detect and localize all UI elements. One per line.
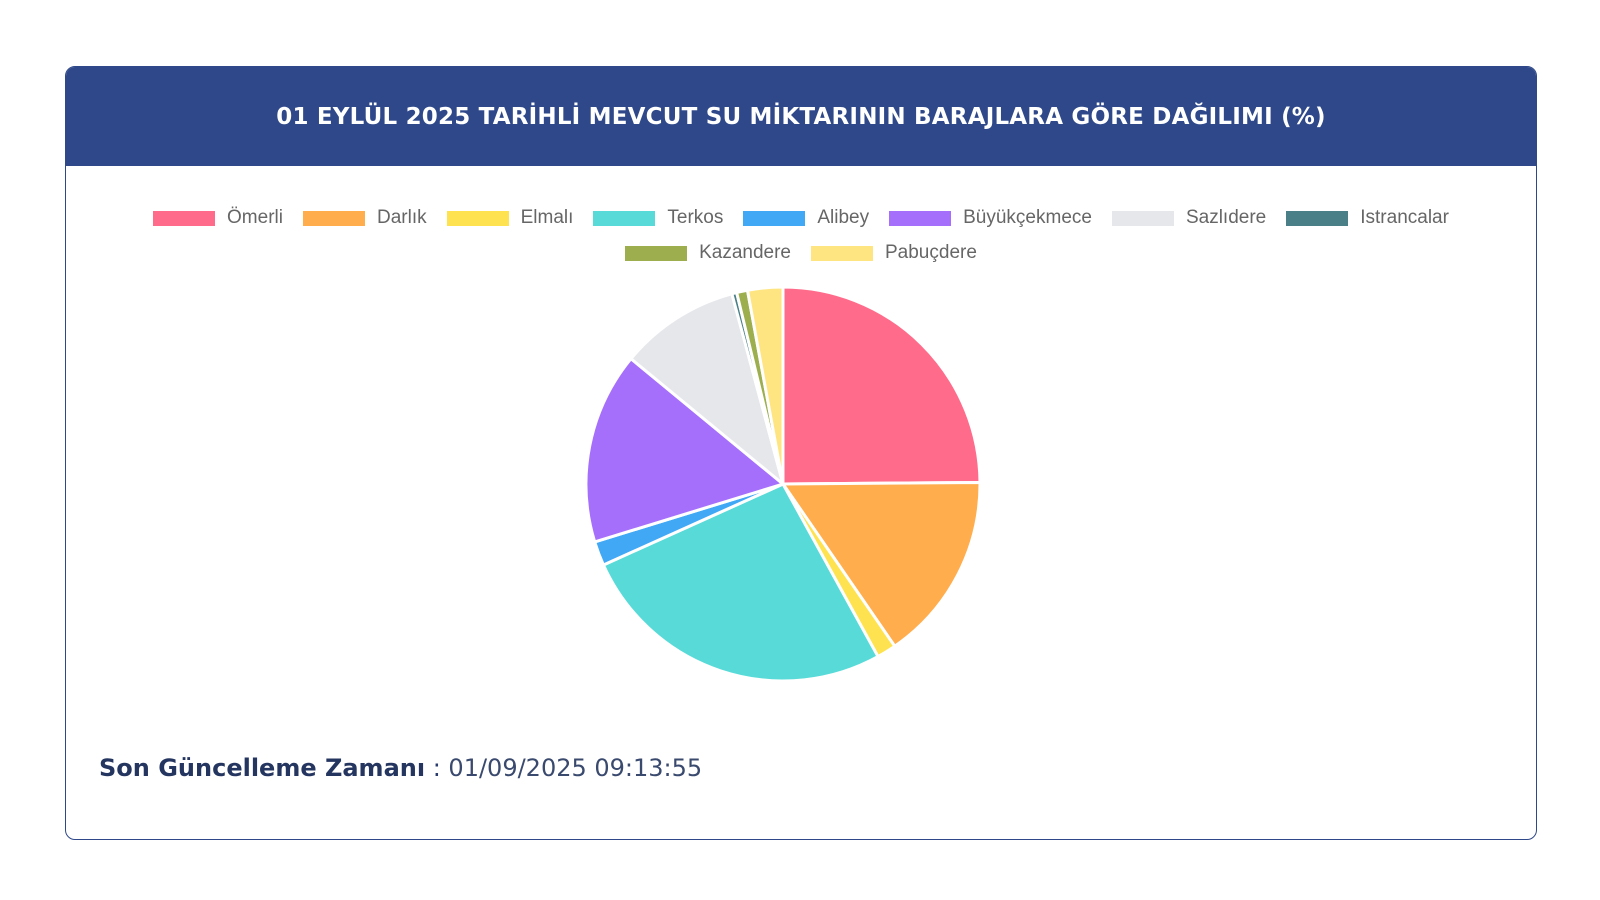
chart-title: 01 EYLÜL 2025 TARİHLİ MEVCUT SU MİKTARIN…	[276, 103, 1326, 130]
chart-title-bar: 01 EYLÜL 2025 TARİHLİ MEVCUT SU MİKTARIN…	[66, 67, 1536, 166]
legend-swatch	[743, 210, 806, 226]
legend-row: Ömerli Darlık Elmalı Terkos Alibey Büyükçekme…	[153, 207, 1449, 229]
legend-label: Istrancalar	[1360, 207, 1449, 228]
pie-slice[interactable]	[601, 482, 880, 683]
legend-item[interactable]: Alibey	[743, 207, 869, 229]
legend-label: Alibey	[817, 207, 870, 228]
legend-swatch	[1111, 210, 1174, 226]
legend-swatch	[153, 210, 216, 226]
legend-label: Darlık	[376, 207, 427, 228]
legend-label: Kazandere	[699, 242, 791, 263]
legend-item[interactable]: Terkos	[593, 207, 723, 229]
legend-item[interactable]: Ömerli	[153, 207, 283, 229]
legend-swatch	[889, 210, 952, 226]
legend-swatch	[302, 210, 365, 226]
legend-swatch	[1286, 210, 1349, 226]
legend-label: Büyükçekmece	[963, 207, 1092, 228]
legend-label: Terkos	[667, 207, 724, 228]
pie-slice[interactable]	[629, 292, 785, 486]
pie-slice[interactable]	[745, 285, 785, 486]
legend-row: Kazandere Pabuçdere	[625, 242, 977, 264]
legend-label: Elmalı	[520, 207, 574, 228]
last-update-separator: :	[425, 754, 449, 782]
legend-swatch	[446, 210, 509, 226]
chart-card: 01 EYLÜL 2025 TARİHLİ MEVCUT SU MİKTARIN…	[65, 66, 1537, 840]
legend-label: Pabuçdere	[885, 242, 977, 263]
legend-swatch	[625, 245, 688, 261]
legend-item[interactable]: Pabuçdere	[811, 242, 977, 264]
last-update: Son Güncelleme Zamanı : 01/09/2025 09:13…	[99, 754, 702, 782]
legend-item[interactable]: Büyükçekmece	[889, 207, 1092, 229]
legend-item[interactable]: Darlık	[302, 207, 427, 229]
pie-slice[interactable]	[584, 357, 785, 544]
legend-item[interactable]: Elmalı	[446, 207, 574, 229]
legend-swatch	[811, 245, 873, 261]
last-update-label: Son Güncelleme Zamanı	[99, 754, 426, 782]
legend-swatch	[593, 210, 656, 226]
last-update-value: 01/09/2025 09:13:55	[448, 754, 703, 782]
pie-slice[interactable]	[781, 480, 982, 648]
pie-chart	[584, 285, 982, 683]
legend-item[interactable]: Sazlıdere	[1111, 207, 1267, 229]
legend-item[interactable]: Kazandere	[625, 242, 791, 264]
pie-slice[interactable]	[781, 285, 982, 486]
legend-label: Ömerli	[227, 207, 283, 228]
legend-label: Sazlıdere	[1185, 207, 1267, 228]
legend-item[interactable]: Istrancalar	[1286, 207, 1449, 229]
chart-legend: Ömerli Darlık Elmalı Terkos Alibey Büyükçekme…	[66, 207, 1536, 264]
